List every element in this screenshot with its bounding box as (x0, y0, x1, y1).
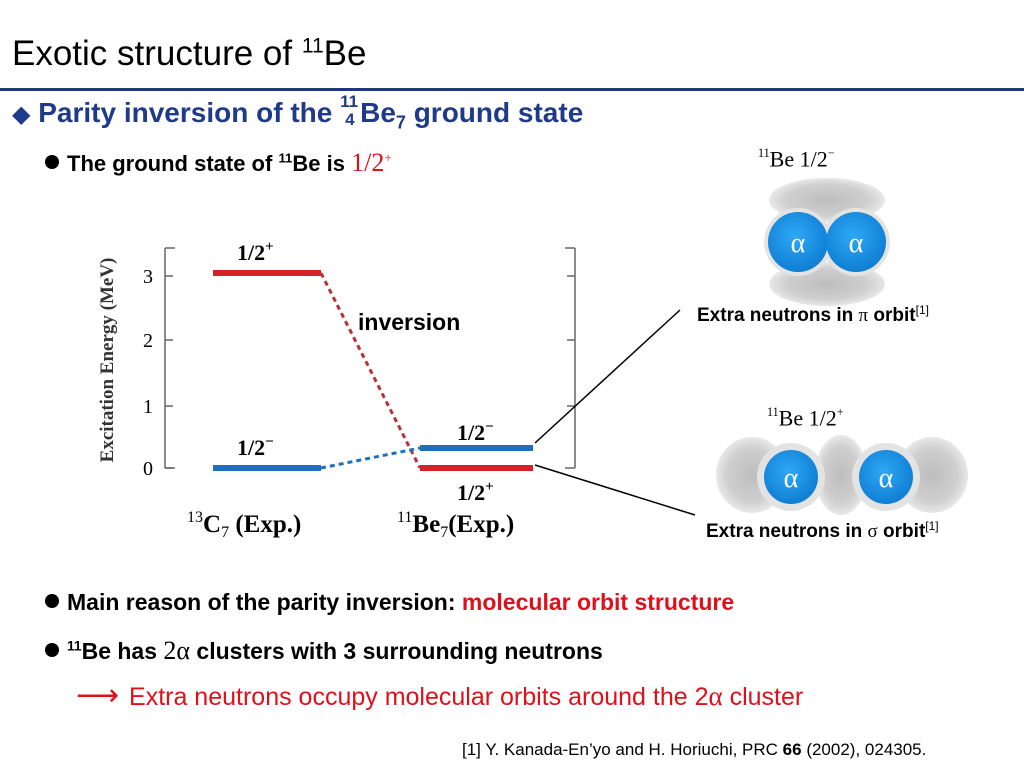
bullet-dot-icon (45, 643, 59, 657)
bullet1-parity: + (384, 150, 392, 166)
y-axis-label: Excitation Energy (MeV) (97, 258, 118, 463)
pi-connector-line (534, 309, 681, 444)
alpha-symbol: α (879, 463, 894, 494)
title-text: Exotic structure of (12, 34, 302, 73)
sigma-panel-label: 11Be 1/2+ (767, 405, 844, 431)
pi-orbit-illustration: α α (764, 178, 890, 306)
y-tick-label: 1 (143, 396, 153, 418)
neutron-cloud-center (815, 435, 867, 515)
sigma-connector-line (534, 464, 696, 516)
alpha-symbol: α (849, 228, 864, 259)
alpha-cluster (859, 450, 913, 504)
c13-plus-label: 1/2+ (237, 239, 274, 265)
bullet-clusters: 11Be has 2α clusters with 3 surrounding … (45, 636, 603, 666)
reference: [1] Y. Kanada-En’yo and H. Horiuchi, PRC… (462, 740, 927, 759)
bullet1-spin-value: 1/2 (351, 148, 385, 177)
heading-suffix: ground state (405, 97, 584, 128)
diamond-bullet-icon: ◆ (12, 101, 31, 128)
conclusion-line: ⟶ Extra neutrons occupy molecular orbits … (76, 679, 804, 712)
heading-neutron-number: 7 (395, 112, 406, 133)
pi-panel-label: 11Be 1/2− (758, 146, 835, 172)
heading-mass-number: 11 (340, 92, 359, 111)
bullet-ground-state: The ground state of 11Be is 1/2+ (45, 148, 392, 178)
y-tick-label: 3 (143, 266, 153, 288)
bullet-dot-icon (45, 594, 59, 608)
alpha-symbol: α (784, 463, 799, 494)
pi-caption: Extra neutrons in π orbit[1] (697, 303, 929, 326)
c13-caption: 13C7 (Exp.) (187, 509, 301, 541)
minus-connector (320, 446, 421, 470)
y-tick-label: 0 (143, 458, 153, 480)
heading-atomic-number: 4 (345, 110, 355, 129)
bullet1-text: The ground state of (67, 151, 279, 176)
heading-text: Parity inversion of the (38, 97, 341, 128)
title-divider (0, 88, 1024, 91)
level-diagram: 0 1 2 3 Excitation Energy (MeV) 1/2+ 1/2… (97, 239, 576, 541)
section-heading: ◆ Parity inversion of the 11 4 Be7 ground … (12, 92, 584, 134)
bullet1-mass-number: 11 (278, 150, 293, 166)
inversion-label: inversion (358, 309, 461, 335)
heading-element: Be (360, 97, 396, 128)
panel-connectors (534, 309, 696, 516)
bullet-main-reason: Main reason of the parity inversion: mol… (45, 589, 734, 616)
y-ticks (165, 275, 575, 469)
bullet-dot-icon (45, 155, 59, 169)
be11-minus-label: 1/2− (457, 419, 494, 445)
heading-nuclide: 11 4 (340, 92, 360, 129)
title-element: Be (323, 34, 367, 73)
c13-minus-label: 1/2− (237, 434, 274, 460)
highlight-text: molecular orbit structure (461, 589, 735, 615)
alpha-symbol: α (791, 228, 806, 259)
bullet1-middle: Be is (292, 151, 352, 176)
alpha-cluster (764, 450, 818, 504)
title-mass-number: 11 (301, 34, 324, 58)
right-arrow-icon: ⟶ (76, 679, 120, 712)
y-tick-label: 2 (143, 330, 153, 352)
plus-connector (319, 272, 422, 469)
sigma-caption: Extra neutrons in σ orbit[1] (706, 519, 939, 542)
alpha-cluster (768, 212, 828, 272)
slide-title: Exotic structure of 11Be (12, 34, 366, 74)
sigma-orbit-illustration: α α (716, 435, 968, 515)
be11-caption: 11Be7(Exp.) (397, 509, 514, 541)
alpha-cluster (826, 212, 886, 272)
be11-plus-label: 1/2+ (457, 479, 494, 505)
